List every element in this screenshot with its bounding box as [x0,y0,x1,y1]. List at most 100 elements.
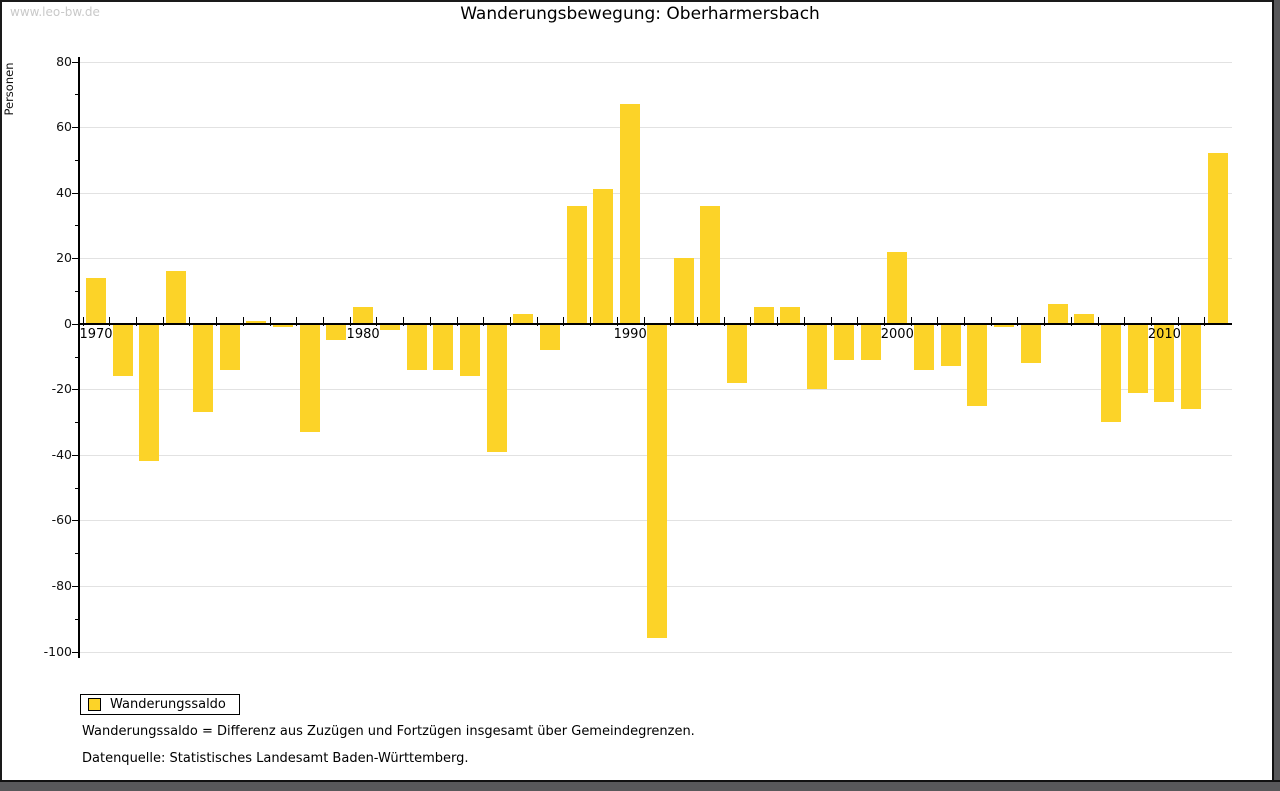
bar-1990 [620,104,641,324]
x-tick-22 [670,316,672,326]
bar-1996 [780,307,801,324]
bar-1976 [246,320,267,324]
legend-swatch-wanderungssaldo [88,698,101,711]
y-tick-60 [72,127,80,129]
x-tick-15 [483,316,485,326]
x-tick-19 [590,316,592,326]
y-tick--90 [75,618,80,620]
y-tick-0 [72,323,80,325]
y-tick-30 [75,225,80,227]
x-tick-label-2000: 2000 [880,326,914,342]
x-tick-25 [750,316,752,326]
gridline-40 [80,192,1232,194]
x-tick-label-1980: 1980 [346,326,380,342]
window-frame-left [0,0,2,791]
bar-1980 [353,307,374,324]
y-tick-label-40: 40 [56,184,72,200]
bar-2000 [887,251,908,324]
x-tick-40 [1151,316,1153,326]
x-tick-2 [136,316,138,326]
x-tick-4 [189,316,191,326]
bar-1992 [673,258,694,324]
x-tick-31 [910,316,912,326]
y-tick-label--80: -80 [51,577,72,593]
y-tick-50 [75,159,80,161]
bar-2003 [967,323,988,406]
x-tick-8 [296,316,298,326]
y-tick--100 [72,651,80,653]
bar-2007 [1074,313,1095,324]
x-tick-33 [964,316,966,326]
bar-1970 [86,277,106,324]
bar-2004 [994,323,1015,328]
bar-2010 [1154,323,1175,403]
bar-1988 [566,205,587,324]
bar-1975 [219,323,240,370]
bar-1983 [433,323,454,370]
x-tick-18 [563,316,565,326]
x-tick-label-1990: 1990 [613,326,647,342]
x-tick-12 [403,316,405,326]
bar-1971 [112,323,133,377]
bar-1973 [166,271,187,324]
y-tick-70 [75,94,80,96]
y-tick-40 [72,192,80,194]
y-tick-label-20: 20 [56,250,72,266]
y-tick-label-80: 80 [56,53,72,69]
x-tick-42 [1204,316,1206,326]
x-tick-36 [1044,316,1046,326]
x-tick-7 [269,316,271,326]
gridline-60 [80,127,1232,129]
y-tick--40 [72,454,80,456]
x-tick-39 [1124,316,1126,326]
x-axis-line [80,322,1232,325]
bar-1985 [486,323,507,452]
bar-2006 [1047,304,1068,324]
bar-1979 [326,323,347,341]
y-tick-label--40: -40 [51,446,72,462]
x-tick-5 [216,316,218,326]
y-tick-label--20: -20 [51,381,72,397]
x-tick-35 [1017,316,1019,326]
page-title: Wanderungsbewegung: Oberharmersbach [460,4,820,24]
x-tick-30 [883,316,885,326]
window-frame-bottom [0,780,1280,791]
bar-1995 [753,307,774,324]
watermark: www.leo-bw.de [10,5,100,19]
x-tick-27 [803,316,805,326]
bar-1984 [459,323,480,377]
legend-box: Wanderungssaldo [80,694,240,715]
y-axis-line [78,57,80,658]
bar-1972 [139,323,160,462]
x-tick-21 [643,316,645,326]
x-tick-11 [376,316,378,326]
x-tick-label-2010: 2010 [1147,326,1181,342]
y-tick--80 [72,585,80,587]
bar-1998 [833,323,854,360]
bar-2002 [940,323,961,367]
y-axis-title: Personen [2,62,16,116]
x-tick-1 [109,316,111,326]
x-tick-37 [1070,316,1072,326]
y-tick-label--100: -100 [43,643,72,659]
bar-2001 [914,323,934,370]
bar-1974 [192,323,213,413]
x-tick-13 [429,316,431,326]
x-tick-20 [616,316,618,326]
x-tick-23 [696,316,698,326]
x-tick-26 [777,316,779,326]
y-tick-label-0: 0 [64,315,72,331]
y-tick-label-60: 60 [56,119,72,135]
bar-1999 [860,323,881,360]
y-tick-label--60: -60 [51,512,72,528]
bar-2009 [1127,323,1148,393]
x-tick-6 [242,316,244,326]
x-tick-0 [82,316,84,326]
bar-1987 [540,323,561,350]
x-tick-10 [349,316,351,326]
x-tick-14 [456,316,458,326]
x-tick-41 [1177,316,1179,326]
x-tick-24 [723,316,725,326]
bar-1997 [807,323,828,390]
